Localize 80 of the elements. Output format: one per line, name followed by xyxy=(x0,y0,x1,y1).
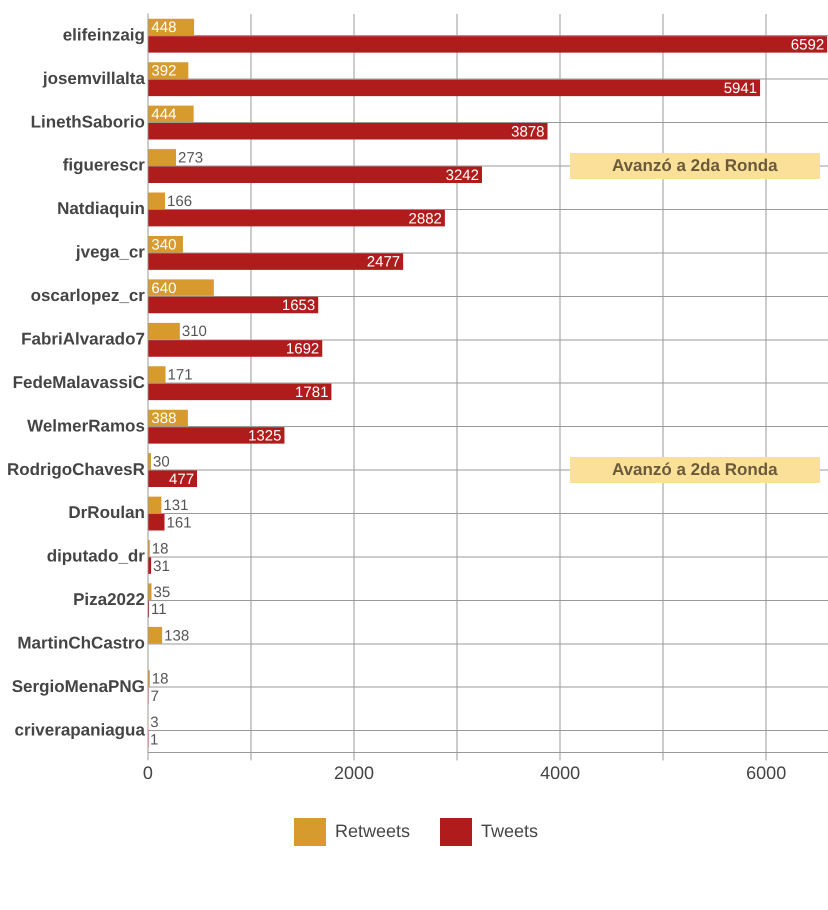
data-label: 18 xyxy=(152,540,168,558)
data-label: 310 xyxy=(182,323,207,340)
y-tick-label: jvega_cr xyxy=(74,242,146,262)
y-tick-label: DrRoulan xyxy=(68,503,145,522)
legend-label: Retweets xyxy=(334,820,410,841)
y-tick-label: FabriAlvarado7 xyxy=(21,329,145,348)
data-label: 477 xyxy=(169,470,194,488)
bar xyxy=(148,192,166,210)
bar xyxy=(148,149,176,166)
bar xyxy=(148,427,284,444)
data-label: 6592 xyxy=(790,36,824,54)
data-label: 5941 xyxy=(724,80,758,97)
y-tick-label: FedeMalavassiC xyxy=(12,372,145,392)
data-label: 138 xyxy=(164,627,190,644)
data-label: 7 xyxy=(150,688,159,706)
y-tick-label: MartinChCastro xyxy=(17,634,145,652)
data-label: 273 xyxy=(178,149,204,166)
bar xyxy=(148,583,152,600)
bar xyxy=(148,384,332,400)
bar xyxy=(148,296,318,314)
bar xyxy=(148,340,322,357)
y-tick-label: criverapaniagua xyxy=(14,720,146,740)
bar xyxy=(148,322,180,340)
y-tick-label: oscarlopez_cr xyxy=(30,286,146,306)
y-tick-label: SergioMenaPNG xyxy=(12,676,145,696)
data-label: 640 xyxy=(151,280,176,297)
y-tick-label: josemvillalta xyxy=(42,68,146,88)
data-label: 131 xyxy=(163,496,188,514)
bar xyxy=(148,496,162,514)
data-label: 1 xyxy=(150,732,158,749)
bar xyxy=(148,253,404,270)
bar xyxy=(148,514,164,530)
legend-label: Tweets xyxy=(481,820,538,841)
data-label: 161 xyxy=(166,514,192,532)
note-box: Avanzó a 2da Ronda xyxy=(570,153,820,180)
annotation: Avanzó a 2da Ronda xyxy=(612,460,778,480)
data-label: 1781 xyxy=(295,384,328,402)
data-label: 392 xyxy=(151,62,176,80)
data-label: 2477 xyxy=(366,254,400,271)
data-label: 31 xyxy=(153,558,170,575)
data-label: 171 xyxy=(168,366,193,384)
y-tick-label: figuerescr xyxy=(62,156,146,175)
bar xyxy=(148,626,162,644)
data-label: 1325 xyxy=(248,427,282,444)
data-label: 340 xyxy=(151,236,176,254)
data-label: 18 xyxy=(152,670,168,688)
data-label: 444 xyxy=(151,106,176,124)
y-tick-label: LinethSaborio xyxy=(30,112,145,132)
bar xyxy=(148,210,445,226)
x-tick-label: 2000 xyxy=(334,763,374,784)
data-label: 448 xyxy=(151,19,176,36)
data-label: 166 xyxy=(167,192,192,210)
y-tick-label: Piza2022 xyxy=(73,590,145,610)
data-label: 388 xyxy=(151,410,176,428)
annotation: Avanzó a 2da Ronda xyxy=(612,156,778,176)
bar xyxy=(148,166,482,183)
data-label: 3 xyxy=(150,714,159,732)
data-label: 30 xyxy=(153,454,170,471)
x-tick-label: 0 xyxy=(142,763,153,784)
bar xyxy=(148,123,548,140)
bar xyxy=(148,80,760,96)
data-label: 3878 xyxy=(511,123,545,140)
data-label: 2882 xyxy=(408,210,442,228)
bar xyxy=(148,366,166,383)
bar xyxy=(148,36,828,53)
y-tick-label: elifeinzaig xyxy=(62,25,145,44)
x-tick-label: 6000 xyxy=(746,763,786,784)
data-label: 1692 xyxy=(286,340,320,358)
data-label: 11 xyxy=(151,601,167,618)
y-tick-label: Natdiaquin xyxy=(57,199,145,218)
x-tick-label: 4000 xyxy=(540,763,580,784)
note-box: Avanzó a 2da Ronda xyxy=(570,457,820,484)
y-tick-label: RodrigoChavesR xyxy=(6,460,145,479)
data-label: 3242 xyxy=(446,166,479,184)
y-tick-label: WelmerRamos xyxy=(27,416,145,436)
bar xyxy=(148,557,152,574)
y-tick-label: diputado_dr xyxy=(46,546,146,566)
data-label: 35 xyxy=(154,584,170,601)
data-label: 1653 xyxy=(282,297,316,314)
bar xyxy=(148,453,151,470)
